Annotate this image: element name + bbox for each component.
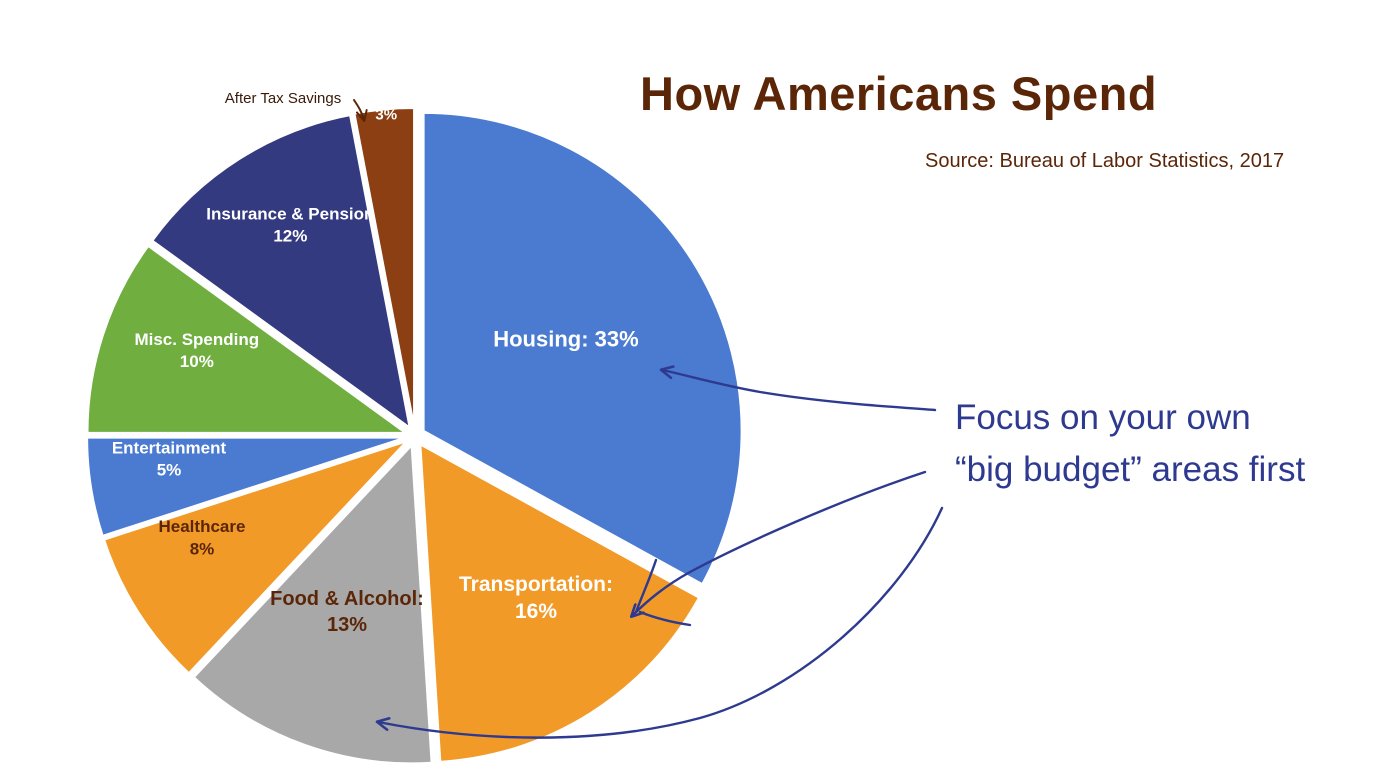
callout-line-2: “big budget” areas first [955, 450, 1306, 489]
source-note: Source: Bureau of Labor Statistics, 2017 [925, 150, 1285, 172]
pie-slice-housing [422, 111, 743, 586]
slice-label-after-tax-savings: After Tax Savings [225, 90, 341, 107]
arrow-to-savings [353, 99, 364, 120]
slice-label-transportation: Transportation: [459, 573, 613, 596]
arrow-to-transportation [632, 470, 927, 616]
slice-label-food-alcohol: Food & Alcohol: [270, 588, 424, 610]
slice-label-insurance-pension: Insurance & Pension [206, 205, 374, 224]
pie-slice-entertainment [86, 436, 406, 538]
arrow-stroke-transportation-top [634, 558, 658, 614]
pie-slice-transportation [419, 442, 701, 763]
slice-label-entertainment: Entertainment [112, 438, 227, 457]
arrow-stroke-transportation [638, 610, 692, 627]
slice-label-housing: Housing: 33% [493, 327, 638, 352]
pie-slice-healthcare [102, 440, 408, 675]
slice-value-food-alcohol: 13% [327, 614, 367, 636]
arrow-to-housing [662, 370, 937, 412]
slice-value-misc-spending: 10% [180, 352, 214, 371]
chart-title: How Americans Spend [640, 67, 1158, 120]
callout-line-1: Focus on your own [955, 398, 1251, 437]
pie-slices [86, 107, 743, 765]
pie-slice-food-alcohol [192, 443, 433, 765]
slice-label-misc-spending: Misc. Spending [134, 330, 259, 349]
slice-value-healthcare: 8% [190, 539, 215, 558]
pie-slice-insurance-pension [150, 114, 412, 430]
arrow-to-food [378, 506, 944, 739]
slice-value-insurance-pension: 12% [273, 227, 307, 246]
slice-value-after-tax-savings: 3% [375, 107, 397, 124]
pie-slice-misc-spending [86, 244, 409, 434]
slice-label-healthcare: Healthcare [159, 517, 246, 536]
pie-slice-after-tax-savings [353, 107, 416, 427]
callout-text: Focus on your own “big budget” areas fir… [955, 392, 1305, 496]
slice-value-transportation: 16% [515, 600, 557, 623]
slice-value-entertainment: 5% [157, 460, 182, 479]
pie-labels: Housing: 33% Transportation: 16% Food & Alc… [112, 90, 639, 636]
